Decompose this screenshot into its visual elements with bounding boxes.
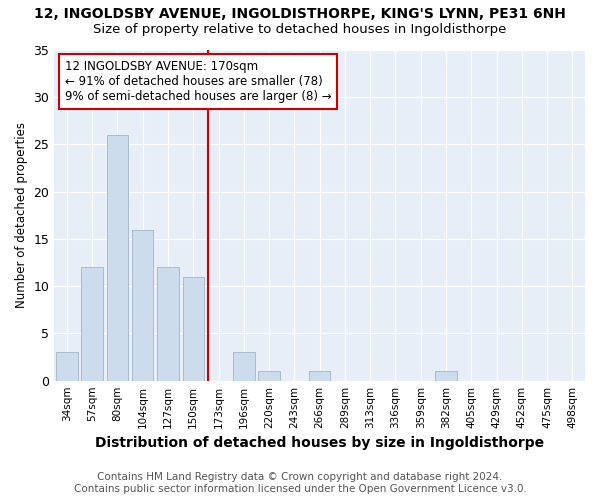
Bar	[82, 268, 103, 380]
Text: 12, INGOLDSBY AVENUE, INGOLDISTHORPE, KING'S LYNN, PE31 6NH: 12, INGOLDSBY AVENUE, INGOLDISTHORPE, KI…	[34, 8, 566, 22]
Bar	[157, 268, 179, 380]
Text: Contains HM Land Registry data © Crown copyright and database right 2024.
Contai: Contains HM Land Registry data © Crown c…	[74, 472, 526, 494]
Y-axis label: Number of detached properties: Number of detached properties	[15, 122, 28, 308]
Bar	[309, 371, 331, 380]
Bar	[132, 230, 154, 380]
X-axis label: Distribution of detached houses by size in Ingoldisthorpe: Distribution of detached houses by size …	[95, 436, 544, 450]
Bar	[259, 371, 280, 380]
Bar	[107, 135, 128, 380]
Bar	[56, 352, 77, 380]
Bar	[435, 371, 457, 380]
Bar	[233, 352, 254, 380]
Bar	[182, 277, 204, 380]
Text: Size of property relative to detached houses in Ingoldisthorpe: Size of property relative to detached ho…	[94, 22, 506, 36]
Text: 12 INGOLDSBY AVENUE: 170sqm
← 91% of detached houses are smaller (78)
9% of semi: 12 INGOLDSBY AVENUE: 170sqm ← 91% of det…	[65, 60, 332, 103]
